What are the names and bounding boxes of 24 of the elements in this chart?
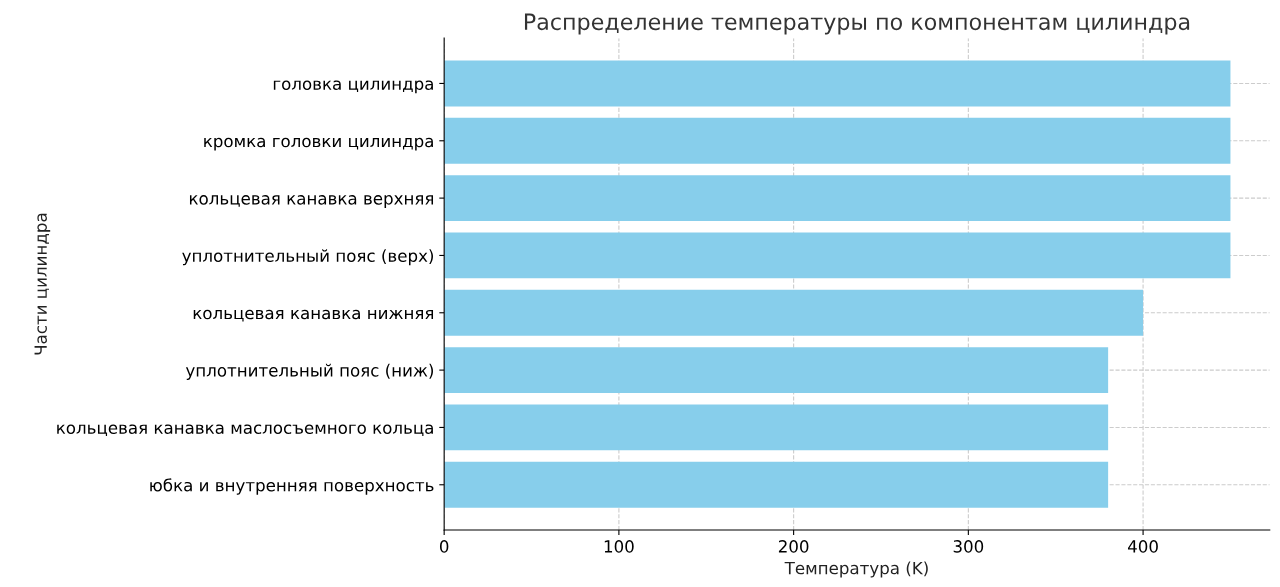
y-tick-label: головка цилиндра <box>273 80 433 94</box>
y-tick-label: кольцевая канавка верхняя <box>189 195 434 208</box>
x-tick-label: 200 <box>778 540 809 553</box>
y-tick-label: юбка и внутренняя поверхность <box>150 478 434 495</box>
bar <box>444 461 1109 508</box>
x-tick-label: 100 <box>604 540 634 553</box>
y-tick-label: кольцевая канавка нижняя <box>193 309 434 322</box>
x-axis-title: Температура (K) <box>784 561 928 578</box>
chart-title: Распределение температуры по компонентам цилиндра <box>524 13 1190 35</box>
bar <box>444 117 1231 164</box>
bar <box>444 232 1231 279</box>
y-axis-title: Части цилиндра <box>34 213 51 355</box>
bar <box>444 404 1109 451</box>
y-tick-label: кольцевая канавка маслосъемного кольца <box>57 424 433 437</box>
x-tick-label: 400 <box>1127 540 1158 553</box>
y-tick-label: уплотнительный пояс (ниж) <box>185 363 434 380</box>
y-tick-label: уплотнительный пояс (верх) <box>182 249 433 266</box>
bar <box>444 347 1109 394</box>
bar <box>444 289 1144 336</box>
y-tick-label: кромка головки цилиндра <box>204 137 433 151</box>
bar <box>444 175 1231 222</box>
x-tick-label: 0 <box>439 540 449 553</box>
bar <box>444 60 1231 107</box>
x-tick-label: 300 <box>953 540 984 553</box>
